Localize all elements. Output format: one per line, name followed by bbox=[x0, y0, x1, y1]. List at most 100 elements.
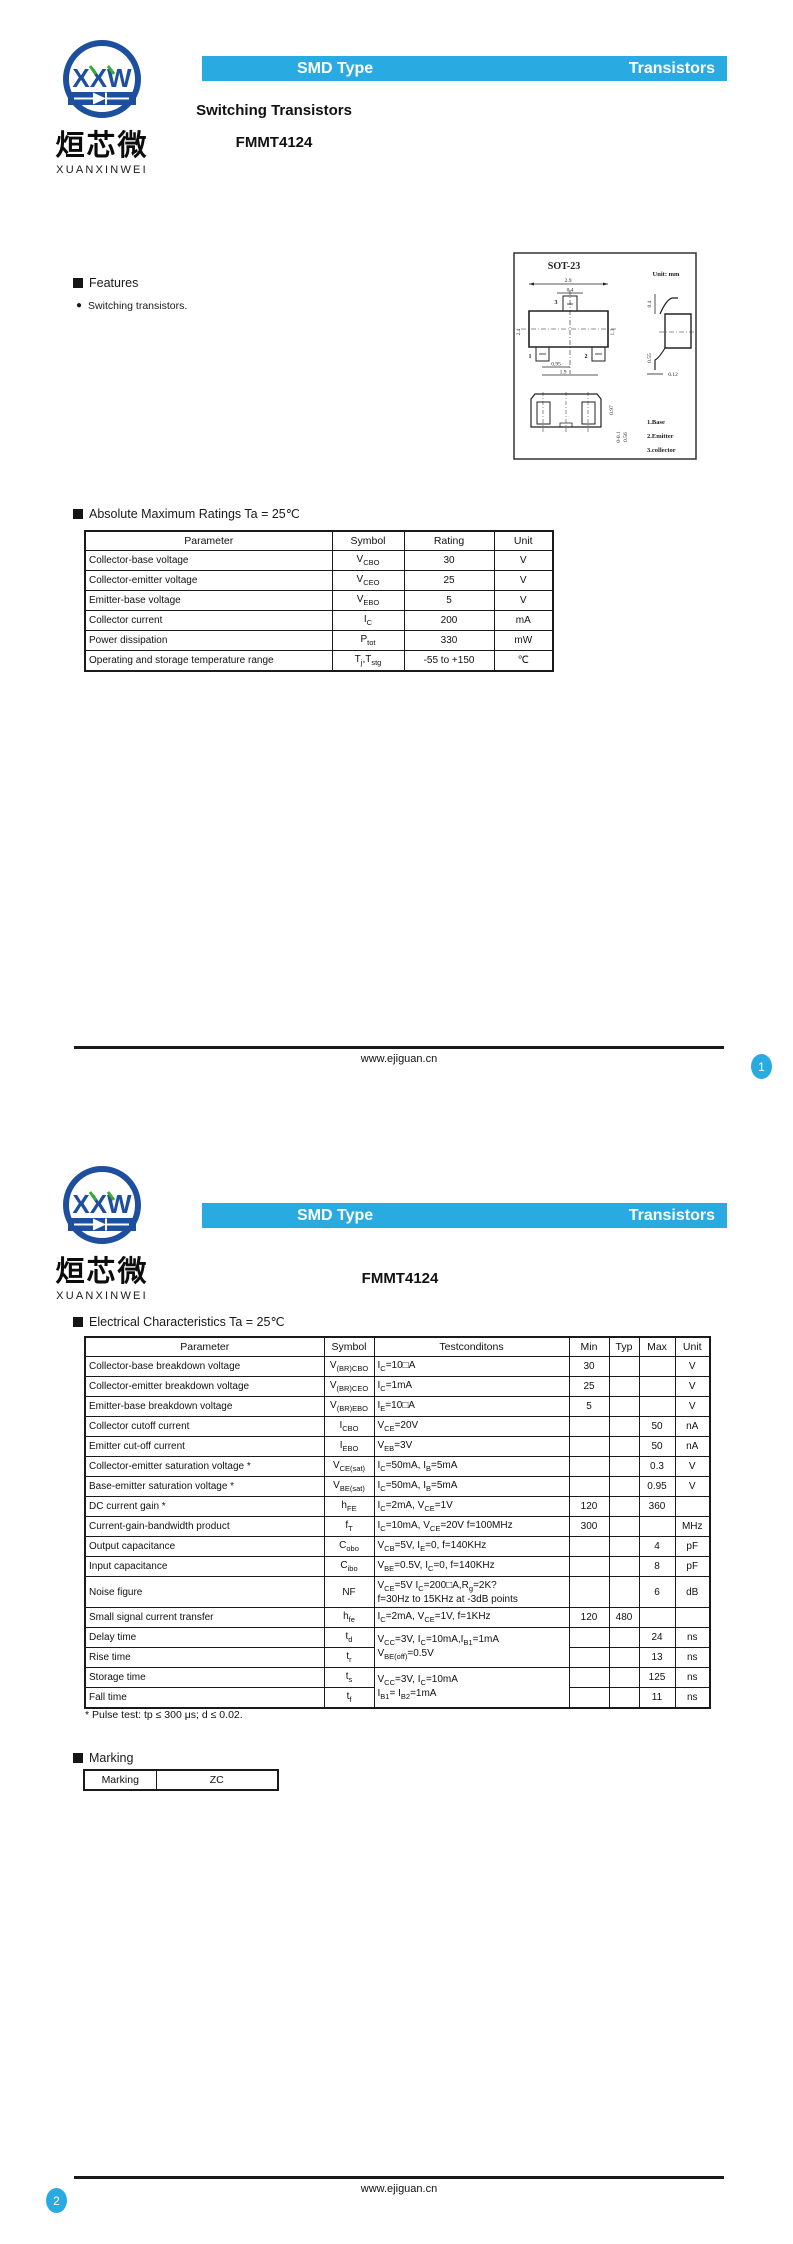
table-cell: Delay time bbox=[84, 1627, 325, 1648]
table-cell: tf bbox=[323, 1687, 375, 1709]
dim-label: 0-0.1 bbox=[616, 431, 622, 443]
dim-label: 2.4 bbox=[516, 328, 522, 335]
table-cell: MHz bbox=[674, 1516, 711, 1537]
table-cell: Output capacitance bbox=[84, 1536, 325, 1557]
table-cell: Collector-emitter voltage bbox=[84, 570, 333, 591]
table-cell bbox=[608, 1556, 640, 1577]
header-left-label: SMD Type bbox=[297, 59, 374, 77]
table-cell: V bbox=[674, 1376, 711, 1397]
table-cell bbox=[608, 1456, 640, 1477]
diode-symbol-icon bbox=[74, 92, 129, 105]
table-cell: 8 bbox=[638, 1556, 676, 1577]
table-cell: 25 bbox=[403, 570, 495, 591]
table-cell: 25 bbox=[568, 1376, 610, 1397]
table-cell: ts bbox=[323, 1667, 375, 1688]
table-cell: VCBO bbox=[331, 550, 405, 571]
logo-chinese-name: 烜芯微 bbox=[55, 1256, 149, 1288]
table-cell: Rise time bbox=[84, 1647, 325, 1668]
dim-label: 1.9 bbox=[560, 370, 567, 376]
table-cell bbox=[568, 1647, 610, 1668]
table-cell: tr bbox=[323, 1647, 375, 1668]
section-marker-icon bbox=[73, 508, 83, 519]
table-cell: IC=10□A bbox=[373, 1356, 570, 1377]
dim-label: 0.4 bbox=[647, 300, 653, 307]
table-cell: VEB=3V bbox=[373, 1436, 570, 1457]
logo-english-name: XUANXINWEI bbox=[56, 1290, 148, 1302]
table-cell: 30 bbox=[568, 1356, 610, 1377]
pin-legend: 2.Emitter bbox=[647, 433, 674, 440]
table-cell: mW bbox=[493, 630, 554, 651]
table-cell bbox=[568, 1576, 610, 1608]
dim-label: 0.12 bbox=[668, 372, 678, 378]
table-cell bbox=[638, 1607, 676, 1628]
page-number-badge: 1 bbox=[751, 1054, 772, 1079]
table-cell bbox=[608, 1576, 640, 1608]
table-cell: Noise figure bbox=[84, 1576, 325, 1608]
column-header: Symbol bbox=[323, 1336, 375, 1357]
logo-english-name: XUANXINWEI bbox=[56, 164, 148, 176]
table-cell: Power dissipation bbox=[84, 630, 333, 651]
dim-label: 1.3 bbox=[610, 328, 616, 335]
column-header: Rating bbox=[403, 530, 495, 551]
table-cell: hFE bbox=[323, 1496, 375, 1517]
table-cell: IC bbox=[331, 610, 405, 631]
table-cell: 5 bbox=[403, 590, 495, 611]
logo-chinese-name: 烜芯微 bbox=[55, 130, 149, 162]
pin-number: 2 bbox=[585, 354, 588, 360]
table-cell: IC=50mA, IB=5mA bbox=[373, 1476, 570, 1497]
table-cell: VCE=5V IC=200□A,Rg=2K? f=30Hz to 15KHz at… bbox=[373, 1576, 570, 1608]
table-cell: 24 bbox=[638, 1627, 676, 1648]
table-cell: IE=10□A bbox=[373, 1396, 570, 1417]
table-cell: 120 bbox=[568, 1607, 610, 1628]
table-cell: Tj,Tstg bbox=[331, 650, 405, 672]
table-cell: 13 bbox=[638, 1647, 676, 1668]
table-cell bbox=[568, 1627, 610, 1648]
table-cell: 125 bbox=[638, 1667, 676, 1688]
table-cell: ns bbox=[674, 1667, 711, 1688]
table-cell: 50 bbox=[638, 1416, 676, 1437]
column-header: Parameter bbox=[84, 1336, 325, 1357]
table-cell bbox=[608, 1376, 640, 1397]
table-cell: ℃ bbox=[493, 650, 554, 672]
column-header: Unit bbox=[493, 530, 554, 551]
doc-subtitle: Switching Transistors bbox=[196, 102, 352, 119]
table-cell: 120 bbox=[568, 1496, 610, 1517]
table-cell bbox=[608, 1396, 640, 1417]
table-cell bbox=[608, 1356, 640, 1377]
table-cell: Operating and storage temperature range bbox=[84, 650, 333, 672]
table-cell: VCEO bbox=[331, 570, 405, 591]
table-cell: ns bbox=[674, 1687, 711, 1709]
table-cell: Collector-emitter saturation voltage * bbox=[84, 1456, 325, 1477]
dim-label: 0.55 bbox=[647, 353, 653, 363]
table-cell: Emitter-base voltage bbox=[84, 590, 333, 611]
column-header: Unit bbox=[674, 1336, 711, 1357]
table-cell: Base-emitter saturation voltage * bbox=[84, 1476, 325, 1497]
dim-label: 0.56 bbox=[623, 432, 629, 442]
column-header: Marking bbox=[83, 1769, 157, 1791]
table-cell: V bbox=[674, 1396, 711, 1417]
table-cell: Collector cutoff current bbox=[84, 1416, 325, 1437]
header-right-label: Transistors bbox=[628, 1206, 715, 1224]
table-cell: Storage time bbox=[84, 1667, 325, 1688]
dim-label: 0.95 bbox=[551, 362, 561, 368]
table-cell bbox=[608, 1516, 640, 1537]
logo-mark-icon: XXW bbox=[63, 1166, 141, 1244]
company-logo: XXW 烜芯微 XUANXINWEI bbox=[46, 38, 158, 176]
table-cell: hfe bbox=[323, 1607, 375, 1628]
column-header: Testconditons bbox=[373, 1336, 570, 1357]
table-cell: Collector-base voltage bbox=[84, 550, 333, 571]
column-header: ZC bbox=[155, 1769, 279, 1791]
footer-url: www.ejiguan.cn bbox=[360, 2183, 438, 2195]
table-cell: 6 bbox=[638, 1576, 676, 1608]
table-cell: IC=1mA bbox=[373, 1376, 570, 1397]
table-cell: Fall time bbox=[84, 1687, 325, 1709]
table-cell: 0.95 bbox=[638, 1476, 676, 1497]
table-cell: Current-gain-bandwidth product bbox=[84, 1516, 325, 1537]
table-cell: 200 bbox=[403, 610, 495, 631]
table-cell: 5 bbox=[568, 1396, 610, 1417]
table-cell bbox=[608, 1536, 640, 1557]
pin-number: 1 bbox=[529, 354, 532, 360]
table-cell: Emitter-base breakdown voltage bbox=[84, 1396, 325, 1417]
table-cell bbox=[674, 1496, 711, 1517]
table-cell bbox=[568, 1687, 610, 1709]
